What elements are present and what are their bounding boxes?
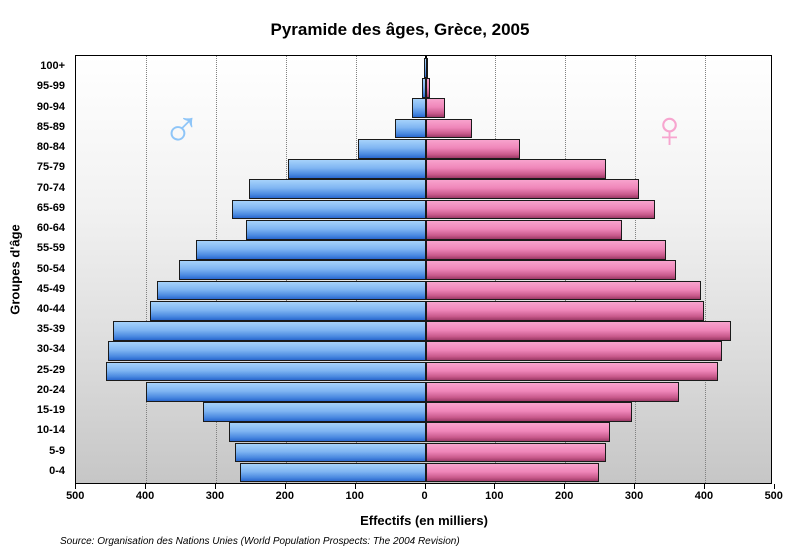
y-tick-label: 60-64 — [36, 222, 65, 235]
bar-male-30-34 — [108, 341, 427, 362]
y-tick-label: 55-59 — [36, 242, 65, 255]
bar-female-90-94 — [425, 98, 446, 119]
y-tick-label: 30-34 — [36, 343, 65, 356]
bar-female-40-44 — [425, 300, 704, 321]
bar-male-65-69 — [232, 199, 427, 220]
bar-female-5-9 — [425, 442, 606, 463]
y-tick-label: 90-94 — [36, 100, 65, 113]
bar-male-35-39 — [113, 321, 427, 341]
bar-male-75-79 — [287, 159, 427, 179]
chart-title: Pyramide des âges, Grèce, 2005 — [270, 20, 530, 39]
x-axis-title: Effectifs (en milliers) — [360, 513, 488, 528]
x-tick-mark — [75, 484, 77, 489]
y-tick-label: 20-24 — [36, 383, 65, 396]
bar-female-50-54 — [425, 260, 676, 281]
bar-female-70-74 — [425, 179, 640, 200]
y-tick-label: 45-49 — [36, 282, 65, 295]
bar-female-0-4 — [425, 462, 600, 483]
bar-male-25-29 — [106, 361, 427, 382]
bar-female-95-99 — [425, 78, 431, 98]
y-tick-label: 85-89 — [36, 120, 65, 133]
x-tick-label: 300 — [624, 490, 644, 502]
source-note: Source: Organisation des Nations Unies (… — [60, 536, 460, 547]
bar-female-10-14 — [425, 422, 610, 443]
x-tick-label: 500 — [764, 490, 783, 502]
bar-male-40-44 — [149, 300, 427, 321]
x-tick-mark — [773, 484, 775, 489]
bar-male-0-4 — [240, 462, 427, 483]
bar-female-25-29 — [425, 361, 719, 382]
bar-female-60-64 — [425, 219, 622, 240]
x-tick-label: 300 — [205, 490, 225, 502]
gridline — [146, 56, 148, 483]
x-tick-mark — [145, 484, 147, 489]
x-tick-label: 200 — [555, 490, 574, 502]
bar-female-75-79 — [425, 159, 606, 179]
x-tick-mark — [284, 484, 286, 489]
x-tick-mark — [703, 484, 705, 489]
bar-male-85-89 — [395, 118, 427, 139]
male-symbol-icon: ♂ — [162, 99, 201, 157]
bar-female-65-69 — [425, 199, 656, 220]
y-tick-label: 40-44 — [36, 302, 65, 315]
x-tick-label: 400 — [694, 490, 714, 502]
bar-male-60-64 — [245, 219, 427, 240]
bar-female-20-24 — [425, 381, 680, 402]
x-tick-label: 100 — [345, 490, 364, 502]
x-tick-mark — [634, 484, 636, 489]
x-tick-mark — [214, 484, 216, 489]
x-tick-mark — [354, 484, 356, 489]
bar-female-100+ — [425, 58, 428, 78]
y-tick-label: 10-14 — [36, 424, 65, 437]
bar-male-45-49 — [157, 280, 427, 301]
bar-female-80-84 — [425, 138, 521, 159]
bar-male-10-14 — [228, 422, 427, 443]
y-tick-label: 5-9 — [49, 444, 65, 457]
bar-female-30-34 — [425, 341, 722, 362]
y-tick-label: 100+ — [40, 60, 65, 73]
y-tick-label: 25-29 — [36, 363, 65, 376]
bar-female-15-19 — [425, 402, 632, 422]
x-tick-label: 0 — [421, 490, 428, 502]
bar-male-20-24 — [146, 381, 427, 402]
plot-area: ♂ ♀ — [75, 55, 772, 484]
bar-male-5-9 — [234, 442, 427, 463]
bar-female-35-39 — [425, 321, 731, 341]
x-tick-label: 200 — [275, 490, 294, 502]
x-tick-label: 400 — [135, 490, 155, 502]
bar-male-50-54 — [178, 260, 427, 281]
y-tick-label: 35-39 — [36, 323, 65, 336]
y-tick-label: 50-54 — [36, 262, 65, 275]
y-axis-title: Groupes d'âge — [7, 224, 23, 315]
x-tick-mark — [494, 484, 496, 489]
bar-female-85-89 — [425, 118, 473, 139]
female-symbol-icon: ♀ — [650, 101, 689, 159]
y-tick-label: 95-99 — [36, 80, 65, 93]
bar-male-15-19 — [203, 402, 427, 422]
gridline — [704, 56, 706, 483]
bar-female-55-59 — [425, 240, 667, 260]
y-tick-label: 80-84 — [36, 141, 65, 154]
x-tick-mark — [564, 484, 566, 489]
bar-male-70-74 — [248, 179, 427, 200]
y-tick-label: 65-69 — [36, 201, 65, 214]
x-tick-mark — [424, 484, 426, 489]
y-tick-label: 70-74 — [36, 181, 65, 194]
x-tick-label: 500 — [66, 490, 85, 502]
bar-female-45-49 — [425, 280, 701, 301]
y-tick-label: 15-19 — [36, 404, 65, 417]
y-tick-label: 0-4 — [49, 464, 65, 477]
y-tick-label: 75-79 — [36, 161, 65, 174]
x-tick-label: 100 — [485, 490, 504, 502]
bar-male-80-84 — [357, 138, 427, 159]
bar-male-90-94 — [412, 98, 427, 119]
bar-male-55-59 — [195, 240, 427, 260]
